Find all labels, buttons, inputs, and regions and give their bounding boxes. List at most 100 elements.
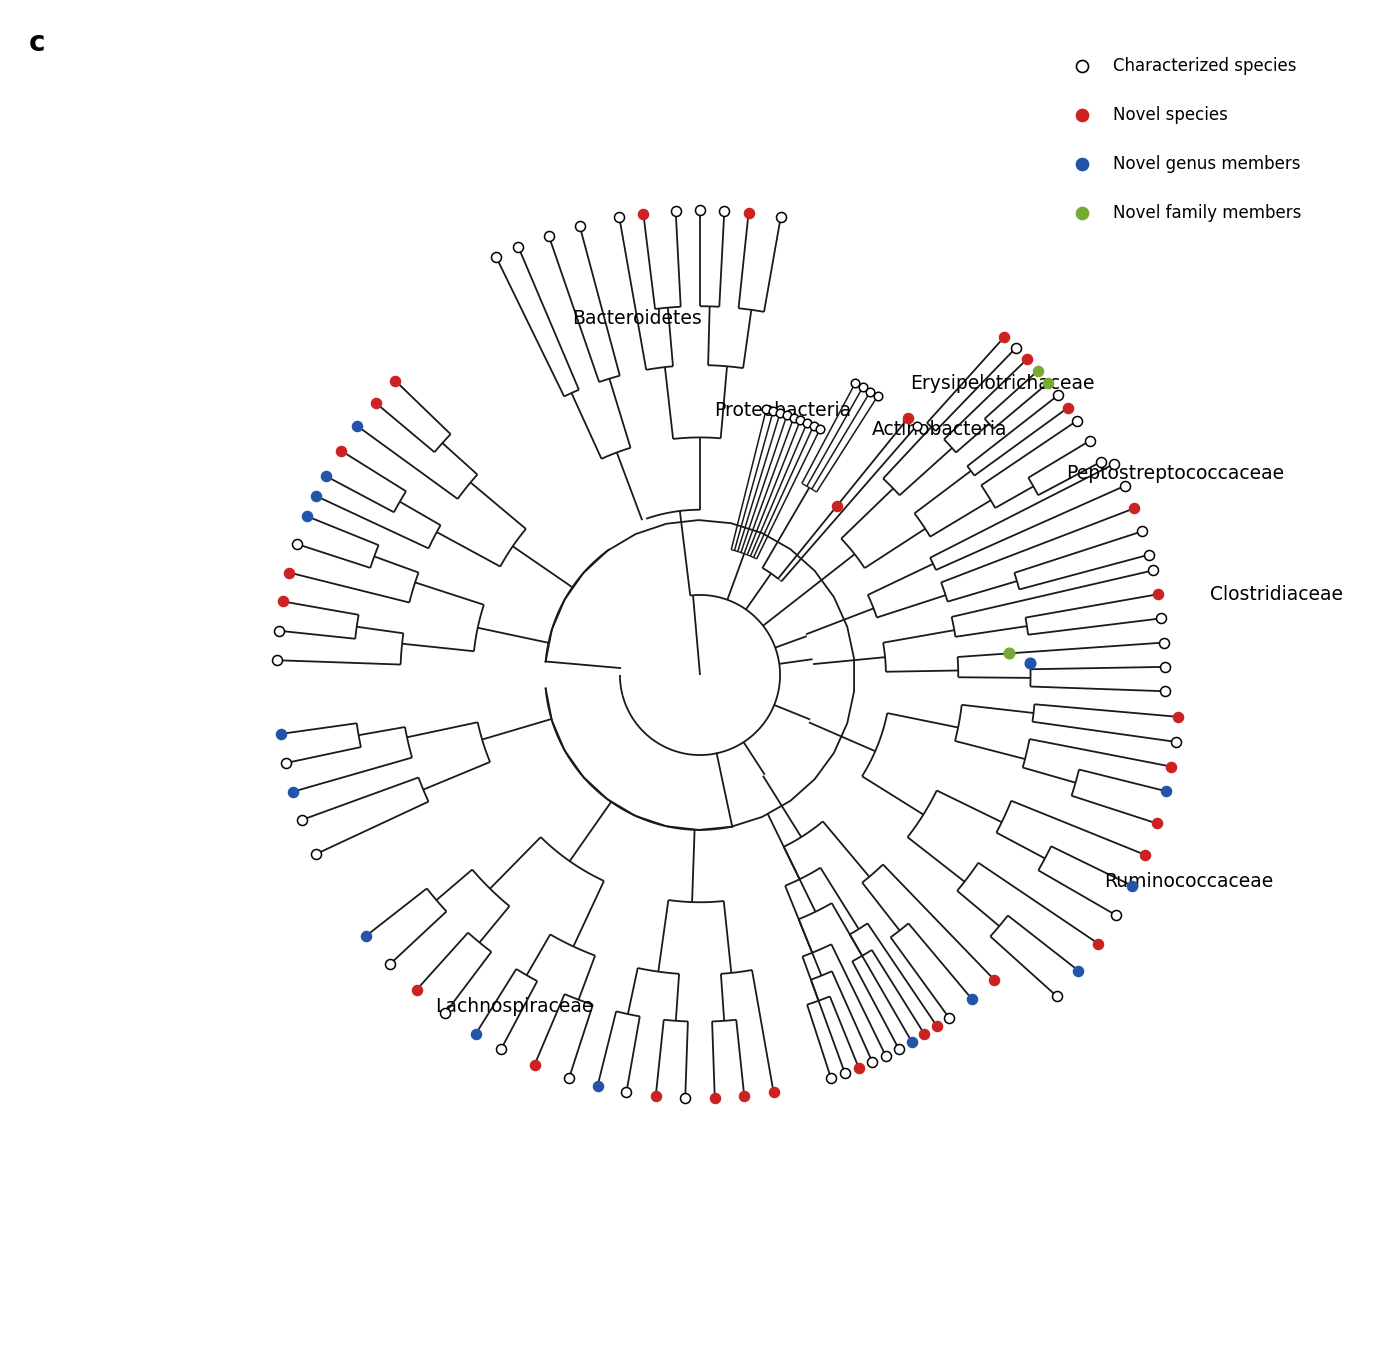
Point	[847, 1057, 869, 1079]
Point	[305, 844, 328, 865]
Point	[364, 392, 386, 413]
Point	[1123, 498, 1145, 520]
Point	[346, 416, 368, 437]
Text: Proteobacteria: Proteobacteria	[714, 401, 851, 420]
Point	[738, 202, 760, 224]
Point	[704, 1088, 727, 1110]
Point	[1138, 544, 1161, 566]
Point	[568, 215, 591, 236]
Point	[507, 236, 529, 258]
Point	[1154, 656, 1176, 678]
Point	[1151, 608, 1173, 629]
Point	[1103, 454, 1126, 475]
Text: Novel family members: Novel family members	[1113, 204, 1302, 221]
Text: c: c	[28, 30, 45, 58]
Text: Actinobacteria: Actinobacteria	[872, 420, 1008, 439]
Point	[960, 988, 983, 1010]
Point	[860, 381, 882, 402]
Text: Erysipelotrichaceae: Erysipelotrichaceae	[910, 374, 1095, 393]
Point	[1037, 373, 1060, 394]
Point	[734, 1085, 756, 1107]
Point	[673, 1088, 696, 1110]
Point	[1131, 521, 1154, 543]
Point	[291, 809, 314, 830]
Point	[1091, 451, 1113, 472]
Point	[1086, 933, 1109, 954]
Point	[906, 414, 928, 436]
Point	[356, 925, 378, 946]
Point	[665, 200, 687, 221]
Text: Lachnospiraceae: Lachnospiraceae	[435, 998, 594, 1017]
Point	[795, 412, 818, 433]
Point	[277, 562, 300, 583]
Point	[1071, 55, 1093, 77]
Text: Clostridiaceae: Clostridiaceae	[1210, 585, 1343, 603]
Point	[755, 398, 777, 420]
Point	[833, 1062, 855, 1084]
Point	[689, 200, 711, 221]
Point	[633, 202, 655, 224]
Point	[897, 408, 920, 429]
Point	[938, 1007, 960, 1029]
Point	[1152, 632, 1175, 653]
Point	[524, 1054, 546, 1076]
Point	[1065, 410, 1088, 432]
Point	[1145, 813, 1168, 834]
Point	[1057, 397, 1079, 418]
Text: Characterized species: Characterized species	[1113, 57, 1296, 74]
Point	[434, 1003, 456, 1025]
Point	[851, 377, 874, 398]
Point	[465, 1023, 487, 1045]
Point	[329, 440, 351, 462]
Point	[861, 1052, 883, 1073]
Point	[983, 969, 1005, 991]
Point	[809, 418, 832, 440]
Point	[272, 591, 294, 613]
Point	[379, 953, 402, 975]
Point	[1154, 680, 1176, 702]
Point	[1134, 844, 1156, 865]
Point	[790, 409, 812, 431]
Point	[844, 373, 867, 394]
Point	[1161, 756, 1183, 778]
Point	[776, 405, 798, 427]
Point	[615, 1081, 637, 1103]
Point	[608, 207, 630, 228]
Point	[1105, 904, 1127, 926]
Point	[587, 1075, 609, 1096]
Point	[1071, 202, 1093, 224]
Point	[315, 466, 337, 487]
Point	[826, 495, 848, 517]
Point	[1155, 780, 1177, 802]
Point	[1113, 475, 1135, 497]
Point	[559, 1066, 581, 1088]
Point	[900, 1031, 923, 1053]
Point	[993, 327, 1015, 348]
Point	[1067, 960, 1089, 981]
Point	[484, 247, 507, 269]
Point	[875, 1045, 897, 1066]
Point	[1142, 560, 1165, 582]
Point	[769, 402, 791, 424]
Point	[281, 780, 304, 802]
Point	[538, 224, 560, 246]
Point	[269, 724, 291, 745]
Point	[783, 406, 805, 428]
Point	[1005, 338, 1028, 359]
Point	[913, 1023, 935, 1045]
Point	[1047, 385, 1070, 406]
Point	[762, 401, 784, 423]
Point	[998, 643, 1021, 664]
Point	[490, 1038, 512, 1060]
Text: Novel species: Novel species	[1113, 105, 1228, 124]
Point	[1078, 431, 1100, 452]
Text: Ruminococcaceae: Ruminococcaceae	[1103, 872, 1273, 891]
Point	[384, 370, 406, 392]
Point	[406, 979, 428, 1000]
Point	[1165, 732, 1187, 753]
Text: Bacteroidetes: Bacteroidetes	[573, 309, 701, 328]
Point	[1016, 348, 1039, 370]
Point	[1071, 153, 1093, 174]
Point	[266, 649, 288, 671]
Point	[925, 1015, 948, 1037]
